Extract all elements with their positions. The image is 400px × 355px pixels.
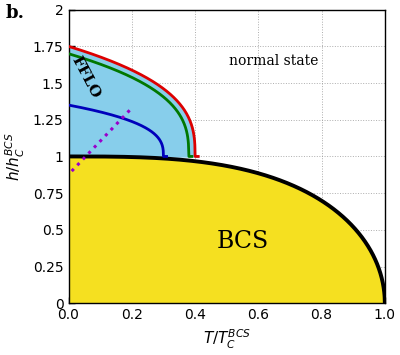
Text: b.: b. xyxy=(5,4,24,22)
X-axis label: $T/T_C^{BCS}$: $T/T_C^{BCS}$ xyxy=(203,328,251,351)
Text: FFLO: FFLO xyxy=(69,54,103,101)
Text: normal state: normal state xyxy=(230,54,319,68)
Y-axis label: $h/h_C^{BCS}$: $h/h_C^{BCS}$ xyxy=(4,132,27,181)
Text: BCS: BCS xyxy=(216,230,269,253)
